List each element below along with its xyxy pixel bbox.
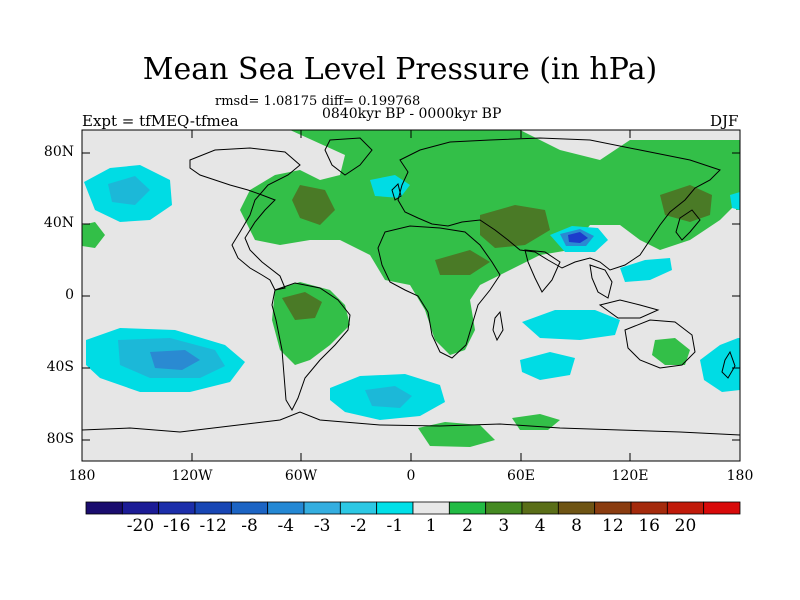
coastlines <box>82 137 740 436</box>
colorbar <box>85 501 741 515</box>
positive-core-atlantic <box>292 185 335 225</box>
positive-region-west-pacific <box>82 222 105 248</box>
axis-ticks <box>82 130 740 461</box>
coast-south-america <box>271 282 351 412</box>
coast-madagascar <box>492 310 504 342</box>
coast-antarctica <box>82 411 740 436</box>
colorbar-label: 4 <box>534 516 546 536</box>
coast-greenland <box>324 137 373 176</box>
coast-southeast-asia <box>589 264 613 299</box>
negative-core-south-atlantic <box>365 386 412 408</box>
positive-region-australia <box>652 338 690 365</box>
colorbar-swatch <box>594 501 632 515</box>
lon-label-60w: 60W <box>284 468 318 484</box>
coast-indonesia <box>598 299 660 319</box>
colorbar-label: -16 <box>163 516 191 536</box>
lat-label-eq: 0 <box>65 287 74 303</box>
colorbar-label: -1 <box>386 516 404 536</box>
season-label: DJF <box>710 112 739 130</box>
colorbar-swatch <box>267 501 305 515</box>
coast-africa <box>377 225 501 359</box>
colorbar-label: -2 <box>350 516 367 536</box>
colorbar-swatch <box>230 501 269 515</box>
coast-new-zealand <box>721 350 736 379</box>
positive-core-south-america <box>282 292 322 320</box>
colorbar-swatch <box>412 501 450 515</box>
pressure-field <box>82 130 740 447</box>
experiment-label: Expt = tfMEQ-tfmea <box>82 112 239 130</box>
colorbar-label: -20 <box>126 516 155 536</box>
map-title: Mean Sea Level Pressure (in hPa) <box>142 52 658 87</box>
colorbar-label: -4 <box>277 516 295 536</box>
lon-label-120w: 120W <box>171 468 213 484</box>
colorbar-swatch <box>85 501 123 515</box>
lon-label-0: 0 <box>406 468 416 484</box>
colorbar-label: 20 <box>674 516 697 536</box>
coast-uk <box>391 183 402 201</box>
colorbar-swatch <box>666 501 705 515</box>
lon-label-180w: 180 <box>68 468 96 484</box>
lon-label-120e: 120E <box>611 468 649 484</box>
colorbar-label: 1 <box>425 516 437 536</box>
negative-core-tibet-center <box>568 232 588 243</box>
colorbar-swatch <box>339 501 378 515</box>
stats-label: rmsd= 1.08175 diff= 0.199768 <box>215 94 421 109</box>
colorbar-label: 3 <box>498 516 510 536</box>
period-label: 0840kyr BP - 0000kyr BP <box>322 106 502 122</box>
colorbar-swatch <box>121 501 160 515</box>
colorbar-swatch <box>303 501 341 515</box>
colorbar-swatch <box>521 501 559 515</box>
negative-region-east-edge <box>730 192 740 210</box>
colorbar-label: -12 <box>199 516 227 536</box>
negative-region-indian-south <box>520 352 575 380</box>
lon-label-60e: 60E <box>506 468 536 484</box>
lon-label-180e: 180 <box>726 468 754 484</box>
colorbar-label: 2 <box>462 516 473 536</box>
lat-label-40n: 40N <box>43 215 74 231</box>
positive-region-north-cap <box>400 135 500 152</box>
colorbar-label: 8 <box>571 516 582 536</box>
negative-core-north-pacific <box>108 176 150 205</box>
colorbar-swatch <box>194 501 232 515</box>
lat-label-40s: 40S <box>46 359 74 375</box>
negative-region-indian-ocean <box>522 310 620 340</box>
colorbar-swatch <box>557 501 596 515</box>
colorbar-swatch <box>630 501 668 515</box>
positive-core-north-africa <box>435 250 490 275</box>
positive-core-east-asia <box>660 185 712 222</box>
colorbar-label: -3 <box>313 516 331 536</box>
lat-label-80n: 80N <box>43 144 74 160</box>
colorbar-swatch <box>703 501 741 515</box>
negative-region-west-pacific <box>620 258 672 282</box>
colorbar-swatch <box>485 501 523 515</box>
positive-core-arabia <box>480 205 550 248</box>
lat-label-80s: 80S <box>46 431 74 447</box>
coast-australia <box>624 319 696 369</box>
colorbar-label: 16 <box>638 516 660 536</box>
colorbar-label: 12 <box>602 516 624 536</box>
colorbar-swatch <box>376 501 414 515</box>
coast-europe-asia <box>397 137 721 271</box>
positive-region-indian-south <box>418 422 495 447</box>
colorbar-label: -8 <box>241 516 258 536</box>
coast-japan <box>675 209 701 241</box>
coast-india <box>524 249 561 293</box>
colorbar-swatch <box>158 501 196 515</box>
colorbar-swatch <box>448 501 487 515</box>
negative-core-south-pacific-inner <box>150 350 200 370</box>
